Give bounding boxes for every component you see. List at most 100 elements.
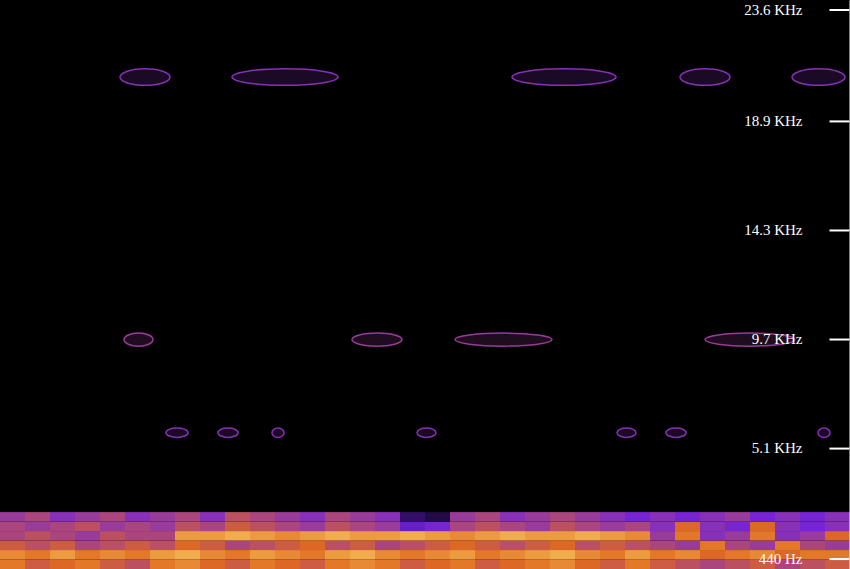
cell (175, 541, 200, 550)
cell (575, 560, 600, 569)
cell (100, 541, 125, 550)
cell (475, 531, 500, 540)
cell (175, 531, 200, 540)
cell (800, 531, 825, 540)
cell (0, 550, 25, 559)
cell (250, 522, 275, 531)
cell (25, 560, 50, 569)
plot-area (0, 69, 850, 569)
cell (525, 531, 550, 540)
cell (450, 531, 475, 540)
cell (825, 550, 850, 559)
cell (650, 531, 675, 540)
cell (825, 541, 850, 550)
cell (350, 560, 375, 569)
cell (350, 541, 375, 550)
cell (275, 560, 300, 569)
cell (725, 522, 750, 531)
event (272, 428, 284, 437)
cell (675, 531, 700, 540)
tick-label: 9.7 KHz (752, 331, 803, 347)
cell (125, 512, 150, 521)
cell (25, 550, 50, 559)
cell (500, 531, 525, 540)
cell (50, 531, 75, 540)
cell (600, 522, 625, 531)
cell (150, 512, 175, 521)
tick-mark (830, 9, 850, 11)
cell (525, 522, 550, 531)
event (455, 333, 552, 346)
cell (450, 560, 475, 569)
cell (50, 512, 75, 521)
cell (200, 522, 225, 531)
tick-mark (830, 448, 850, 450)
cell (550, 550, 575, 559)
cell (475, 522, 500, 531)
event (417, 428, 436, 437)
cell (50, 560, 75, 569)
cell (150, 560, 175, 569)
cell (725, 541, 750, 550)
cell (100, 531, 125, 540)
cell (800, 512, 825, 521)
cell (275, 541, 300, 550)
cell (400, 512, 425, 521)
cell (150, 541, 175, 550)
cell (100, 560, 125, 569)
cell (750, 522, 775, 531)
cell (100, 512, 125, 521)
cell (75, 512, 100, 521)
cell (700, 512, 725, 521)
cell (550, 531, 575, 540)
cell (175, 512, 200, 521)
background (0, 0, 850, 569)
cell (650, 560, 675, 569)
tick: 23.6 KHz (744, 2, 849, 18)
cell (675, 541, 700, 550)
cell (275, 522, 300, 531)
cell (25, 541, 50, 550)
cell (400, 522, 425, 531)
cell (225, 531, 250, 540)
cell (75, 531, 100, 540)
cell (625, 550, 650, 559)
cell (350, 522, 375, 531)
cell (525, 560, 550, 569)
cell (700, 531, 725, 540)
cell (550, 512, 575, 521)
cell (625, 560, 650, 569)
cell (275, 531, 300, 540)
cell (400, 541, 425, 550)
cell (575, 512, 600, 521)
cell (300, 560, 325, 569)
cell (175, 550, 200, 559)
cell (475, 541, 500, 550)
event (166, 428, 188, 437)
cell (200, 560, 225, 569)
cell (250, 531, 275, 540)
cell (575, 541, 600, 550)
cell (450, 512, 475, 521)
tick: 5.1 KHz (752, 440, 850, 456)
cell (200, 512, 225, 521)
event (666, 428, 686, 437)
event (818, 428, 830, 437)
tick-label: 18.9 KHz (744, 113, 803, 129)
cell (450, 522, 475, 531)
event (232, 69, 338, 86)
event (680, 69, 730, 86)
cell (375, 531, 400, 540)
cell (200, 550, 225, 559)
cell (250, 541, 275, 550)
cell (600, 541, 625, 550)
cell (425, 550, 450, 559)
cell (700, 541, 725, 550)
cell (500, 541, 525, 550)
cell (500, 550, 525, 559)
cell (550, 541, 575, 550)
cell (425, 541, 450, 550)
cell (800, 560, 825, 569)
cell (425, 512, 450, 521)
cell (225, 550, 250, 559)
